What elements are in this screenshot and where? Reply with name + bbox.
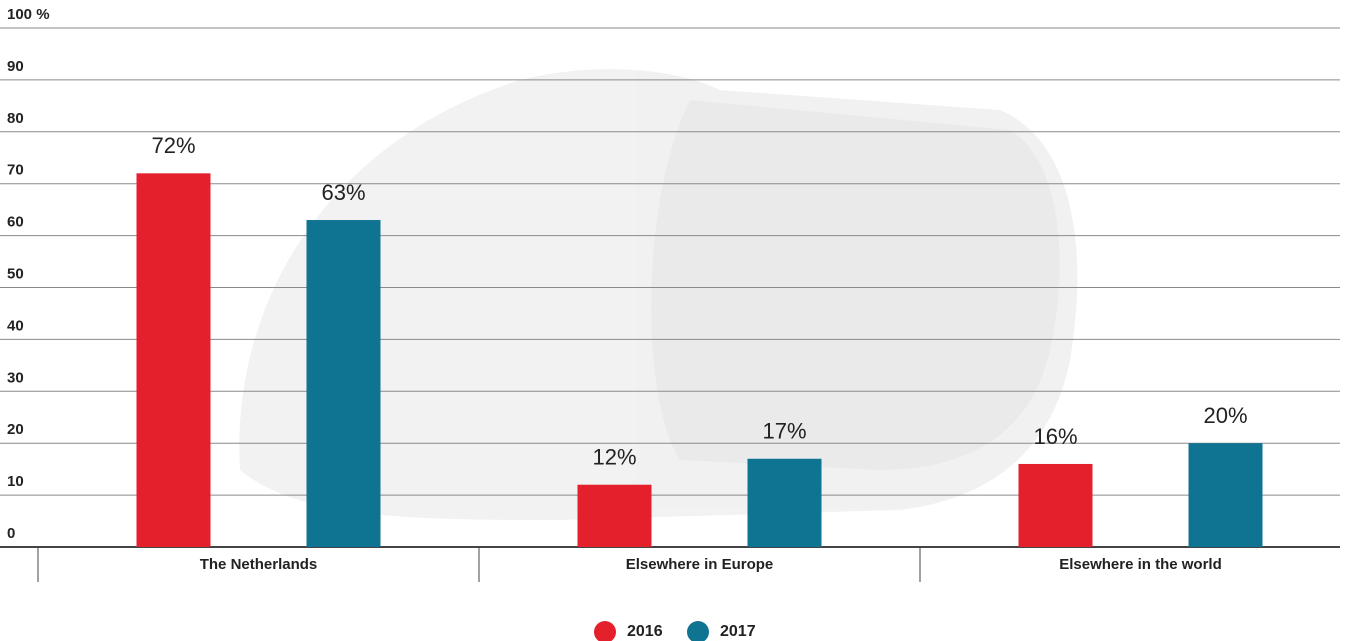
legend-swatch [594,621,616,641]
y-tick-label: 20 [7,421,24,438]
value-label: 17% [762,419,806,444]
background-headset [239,69,1078,520]
y-tick-label: 10 [7,473,24,490]
y-tick-label: 80 [7,110,24,127]
bar [747,458,822,547]
y-tick-label: 100 % [7,6,50,23]
x-tick-label: The Netherlands [200,556,318,573]
y-tick-label: 40 [7,317,24,334]
y-tick-label: 30 [7,369,24,386]
y-tick-label: 70 [7,162,24,179]
x-tick-label: Elsewhere in Europe [626,556,774,573]
value-label: 72% [151,133,195,158]
legend-label: 2016 [627,623,663,640]
y-tick-label: 0 [7,525,15,542]
value-label: 16% [1033,424,1077,449]
y-tick-label: 60 [7,214,24,231]
y-tick-label: 90 [7,58,24,75]
y-tick-label: 50 [7,265,24,282]
value-label: 12% [592,445,636,470]
legend-label: 2017 [720,623,756,640]
bar [577,484,652,547]
legend-swatch [687,621,709,641]
value-label: 63% [321,180,365,205]
value-label: 20% [1203,403,1247,428]
bar [306,220,381,547]
x-tick-label: Elsewhere in the world [1059,556,1222,573]
bar [136,173,211,547]
bar [1018,463,1093,547]
bar [1188,443,1263,547]
